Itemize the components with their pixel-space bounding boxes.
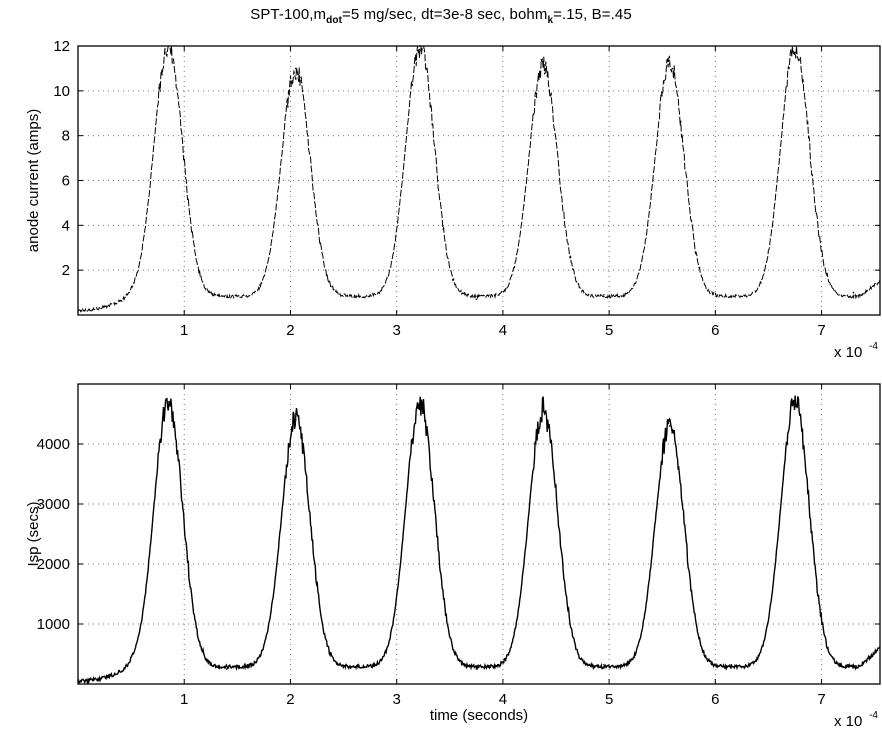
peak-point <box>294 419 297 421</box>
y-axis-label: anode current (amps) <box>25 109 42 252</box>
peak-point <box>794 401 796 403</box>
x-tick-label: 4 <box>499 691 507 708</box>
title-middle: =5 mg/sec, dt=3e-8 sec, bohm <box>342 6 548 23</box>
x-axis-label: time (seconds) <box>430 707 528 724</box>
x-multiplier-label: x 10 <box>834 344 862 361</box>
trough-point <box>225 668 228 670</box>
peak-point <box>794 45 796 47</box>
x-tick-label: 5 <box>605 691 613 708</box>
x-tick-label: 7 <box>817 691 825 708</box>
isp-plot: 1 2 3 4 5 6 7 1000 2000 3000 4000 Isp (secs) time (s… <box>25 383 881 730</box>
peak-point <box>167 45 170 47</box>
trough-point <box>603 664 605 666</box>
y-tick-label: 3000 <box>37 496 70 513</box>
x-tick-label: 5 <box>605 322 613 339</box>
series-line <box>77 45 881 313</box>
y-tick-label: 10 <box>53 83 70 100</box>
title-suffix: =.15, B=.45 <box>553 6 632 23</box>
x-multiplier-label: x 10 <box>834 713 862 730</box>
trough-point <box>475 298 478 301</box>
trough-point <box>475 668 478 670</box>
peak-point <box>542 65 545 67</box>
peak-point <box>419 401 421 403</box>
x-tick-label: 4 <box>499 322 507 339</box>
trough-point <box>353 666 355 668</box>
title-subscript-dot: dot <box>326 15 343 26</box>
peak-point <box>294 67 297 70</box>
x-tick-label: 7 <box>817 322 825 339</box>
peak-point <box>542 410 545 412</box>
x-tick-label: 2 <box>286 691 294 708</box>
y-tick-label: 2000 <box>37 556 70 573</box>
x-multiplier-exponent: -4 <box>869 710 878 721</box>
y-tick-label: 1000 <box>37 616 70 633</box>
peak-point <box>668 63 671 65</box>
x-tick-label: 6 <box>711 322 719 339</box>
peak-point <box>167 401 170 403</box>
series-line <box>77 395 881 686</box>
x-tick-label: 6 <box>711 691 719 708</box>
trough-point <box>225 296 228 298</box>
peak-point <box>419 45 421 47</box>
x-tick-label: 3 <box>393 691 401 708</box>
y-tick-label: 4 <box>62 217 70 234</box>
x-tick-label: 2 <box>286 322 294 339</box>
y-tick-label: 4000 <box>37 436 70 453</box>
trough-point <box>353 296 355 298</box>
figure-title: SPT-100,mdot=5 mg/sec, dt=3e-8 sec, bohm… <box>0 6 882 26</box>
y-tick-label: 8 <box>62 128 70 145</box>
y-tick-label: 12 <box>53 38 70 55</box>
x-multiplier-exponent: -4 <box>869 341 878 352</box>
axes-frame <box>77 383 881 685</box>
trough-point <box>730 664 733 666</box>
peak-point <box>668 425 671 427</box>
x-tick-label: 1 <box>180 691 188 708</box>
x-tick-label: 1 <box>180 322 188 339</box>
y-tick-label: 2 <box>62 262 70 279</box>
trough-point <box>852 665 855 667</box>
title-subscript-k: k <box>547 15 554 26</box>
trough-point <box>603 294 605 296</box>
y-axis-label: Isp (secs) <box>25 501 42 566</box>
trough-point <box>730 296 733 298</box>
x-tick-label: 3 <box>393 322 401 339</box>
title-prefix: SPT-100,m <box>250 6 327 23</box>
y-tick-label: 6 <box>62 173 70 190</box>
trough-point <box>852 291 855 294</box>
